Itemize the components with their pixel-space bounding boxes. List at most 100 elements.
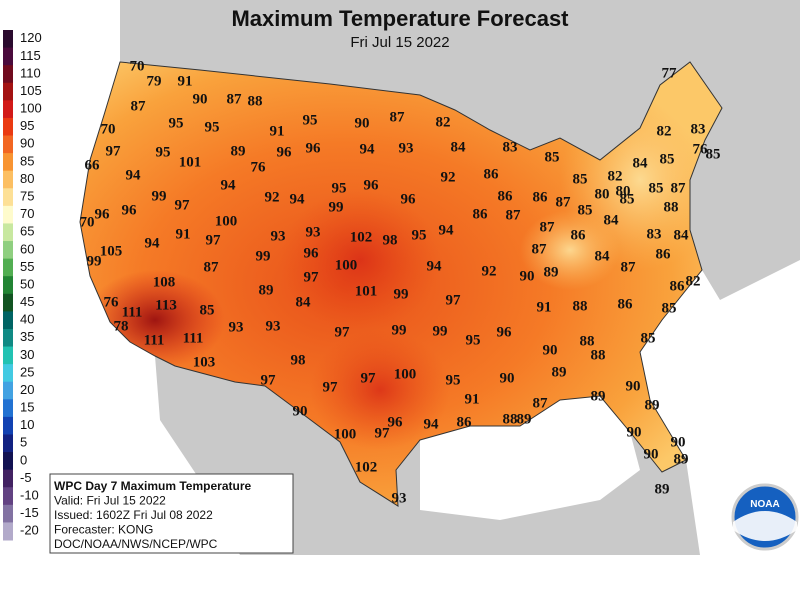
temperature: 85: [545, 149, 560, 165]
temperature: 82: [686, 273, 701, 289]
temperature: 80: [616, 183, 631, 199]
temperature: 102: [355, 459, 378, 475]
temperature: 89: [544, 264, 559, 280]
temperature: 108: [153, 274, 176, 290]
temperature: 96: [306, 140, 322, 156]
legend-swatch: [3, 47, 13, 66]
legend-label: 40: [20, 312, 34, 327]
temperature: 97: [175, 197, 191, 213]
temperature: 90: [293, 403, 308, 419]
temperature: 86: [484, 166, 500, 182]
temperature: 96: [277, 144, 293, 160]
temperature: 84: [674, 227, 690, 243]
temperature: 66: [85, 157, 101, 173]
temperature: 91: [465, 391, 480, 407]
temperature: 105: [100, 243, 123, 259]
legend-swatch: [3, 30, 13, 49]
temperature: 96: [304, 245, 320, 261]
temperature: 97: [375, 425, 391, 441]
temperature: 96: [388, 414, 404, 430]
temperature: 85: [649, 180, 664, 196]
temperature: 99: [152, 188, 167, 204]
temperature: 86: [457, 414, 473, 430]
legend-swatch: [3, 117, 13, 137]
temperature: 95: [303, 112, 318, 128]
temperature: 86: [498, 188, 514, 204]
temperature: 84: [604, 212, 620, 228]
temperature: 93: [399, 140, 414, 156]
temperature: 88: [503, 411, 518, 427]
legend-label: 30: [20, 347, 34, 362]
temperature: 94: [439, 222, 455, 238]
temperature: 85: [200, 302, 215, 318]
temperature: 85: [578, 202, 593, 218]
logo-text: NOAA: [750, 499, 779, 510]
temperature: 101: [355, 283, 378, 299]
temperature: 95: [466, 332, 481, 348]
temperature: 87: [671, 180, 687, 196]
info-line: Valid: Fri Jul 15 2022: [54, 494, 166, 508]
temperature: 97: [261, 372, 277, 388]
temperature: 93: [271, 228, 286, 244]
mild-spot: [520, 210, 620, 290]
temperature: 89: [231, 143, 246, 159]
legend-label: 105: [20, 83, 42, 98]
temperature: 87: [540, 219, 556, 235]
legend-label: 10: [20, 417, 34, 432]
temperature: 84: [451, 139, 467, 155]
legend-label: 55: [20, 259, 34, 274]
temperature: 84: [633, 155, 649, 171]
legend-label: -10: [20, 487, 39, 502]
temperature: 95: [205, 119, 220, 135]
legend-swatch: [3, 188, 13, 207]
temperature: 103: [193, 354, 216, 370]
legend-label: 85: [20, 153, 34, 168]
legend-label: 0: [20, 452, 27, 467]
temperature: 96: [95, 206, 111, 222]
temperature: 97: [335, 324, 351, 340]
temperature: 111: [122, 304, 143, 320]
temperature: 90: [500, 370, 515, 386]
legend-label: 80: [20, 171, 34, 186]
legend-swatch: [3, 381, 13, 400]
temperature: 82: [657, 123, 672, 139]
legend-label: 75: [20, 189, 34, 204]
temperature: 100: [335, 257, 358, 273]
temperature: 95: [332, 180, 347, 196]
atlantic-ocean: [640, 260, 800, 555]
legend-swatch: [3, 346, 13, 365]
legend-label: 95: [20, 118, 34, 133]
temperature: 87: [532, 241, 548, 257]
temperature: 97: [206, 232, 222, 248]
temperature: 98: [291, 352, 306, 368]
legend-label: 5: [20, 435, 27, 450]
temperature: 111: [183, 330, 204, 346]
temperature: 92: [482, 263, 497, 279]
legend-swatch: [3, 399, 13, 418]
temperature: 88: [580, 333, 595, 349]
temperature: 89: [552, 364, 567, 380]
temperature: 101: [179, 154, 202, 170]
temperature: 95: [446, 372, 461, 388]
temperature: 94: [145, 235, 161, 251]
info-line: Forecaster: KONG: [54, 523, 153, 537]
gulf-of-mexico: [420, 396, 640, 520]
temperature: 70: [101, 121, 116, 137]
temperature: 99: [87, 253, 102, 269]
legend-swatch: [3, 504, 13, 523]
temperature: 79: [147, 73, 162, 89]
temperature: 93: [392, 490, 407, 506]
temperature: 93: [266, 318, 281, 334]
temperature: 95: [412, 227, 427, 243]
legend-swatch: [3, 100, 13, 119]
temperature: 94: [360, 141, 376, 157]
legend-label: 65: [20, 224, 34, 239]
temperature: 96: [497, 324, 513, 340]
legend-swatch: [3, 452, 13, 471]
temperature: 76: [693, 141, 709, 157]
legend-label: 100: [20, 101, 42, 116]
temperature: 86: [473, 206, 489, 222]
legend-label: 35: [20, 329, 34, 344]
